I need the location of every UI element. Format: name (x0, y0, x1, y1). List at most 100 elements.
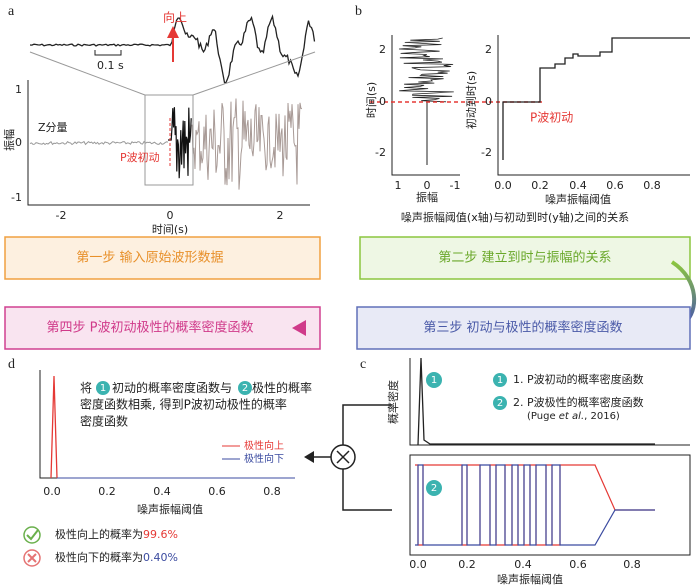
badge (238, 381, 252, 395)
badge-text: 1 (100, 383, 106, 394)
x-tick: 1 (395, 179, 402, 192)
y-tick: 2 (379, 43, 386, 56)
y-tick: 0 (485, 95, 492, 108)
group (398, 37, 454, 103)
polarity-up (415, 464, 655, 546)
y-label: 时间(s) (365, 82, 378, 118)
step-box (356, 306, 691, 350)
badge (96, 381, 110, 395)
y-tick: -2 (481, 146, 492, 159)
trace-zoom (168, 107, 192, 179)
cross-icon (23, 549, 41, 567)
group (29, 98, 303, 190)
x-tick: 0.8 (643, 179, 661, 192)
legend-text: 2. P波极性的概率密度函数 (513, 395, 644, 409)
arrow-head (292, 320, 306, 336)
y-tick: 1 (15, 83, 22, 96)
group (415, 464, 655, 546)
y-tick: 0 (15, 136, 22, 149)
scale-label: 0.1 s (97, 59, 124, 72)
x-tick: 0.2 (98, 485, 116, 498)
badge (493, 373, 507, 387)
step-text: 第二步 建立到时与振幅的关系 (438, 250, 611, 266)
axes (409, 454, 691, 556)
group: 0.0 0.2 0.4 0.6 0.8 (43, 485, 281, 498)
badge (426, 372, 442, 388)
badge (426, 480, 442, 496)
legend-text: 1. P波初动的概率密度函数 (513, 372, 644, 386)
badge-text: 2 (497, 398, 503, 409)
badge-text: 1 (497, 375, 503, 386)
trace (29, 14, 316, 84)
badge-text: 2 (242, 383, 248, 394)
y-tick: 2 (485, 43, 492, 56)
axes (27, 80, 310, 206)
up-label: 向上 (163, 10, 187, 25)
x-tick: 0.6 (606, 179, 624, 192)
y-label: 振幅 (2, 129, 16, 151)
text-part: 极性向下的概率为 (55, 550, 143, 564)
x-label: 噪声振幅阈值 (137, 502, 203, 516)
x-label: 噪声振幅阈值 (545, 192, 611, 206)
step-text: 第三步 初动与极性的概率密度函数 (423, 320, 622, 336)
x-tick: 2 (277, 209, 284, 222)
panel-label: c (360, 357, 366, 372)
trace-noise (29, 140, 169, 146)
text-part: 将 (80, 381, 92, 395)
note: 将 初动的概率密度函数与 极性的概率 (80, 380, 312, 395)
badge-text: 1 (431, 375, 437, 386)
step-box (359, 236, 691, 280)
x-tick: 0.6 (208, 485, 226, 498)
x-label: 时间(s) (152, 223, 188, 236)
component-label: Z分量 (38, 121, 68, 134)
badge-text: 2 (431, 483, 437, 494)
step-box (4, 306, 321, 350)
x-tick: -1 (450, 179, 461, 192)
y-tick: 0 (379, 95, 386, 108)
zoom-line (29, 51, 146, 96)
x-tick: 0.4 (153, 485, 171, 498)
connector (342, 404, 392, 511)
text-part: et al. (559, 411, 584, 422)
y-tick: -1 (11, 191, 22, 204)
x-tick: 0.0 (43, 485, 61, 498)
legend-text: 极性向上 (244, 439, 284, 452)
y-label: 初动到时(s) (464, 71, 478, 129)
pick-label: P波初动 (120, 150, 160, 164)
x-tick: -2 (56, 209, 67, 222)
x-tick: 0 (167, 209, 174, 222)
x-tick: 0.8 (263, 485, 281, 498)
citation: (Puge et al., 2016) (527, 411, 620, 422)
check-icon (26, 529, 39, 541)
x-tick: 0.0 (409, 558, 427, 571)
text-part: (Puge (527, 411, 559, 422)
x-label: 振幅 (416, 190, 438, 204)
x-tick: 0 (424, 179, 431, 192)
pdf-curve (417, 357, 655, 446)
x-tick: 0.4 (569, 179, 587, 192)
y-tick: -2 (375, 146, 386, 159)
text-part: 0.40% (143, 551, 178, 564)
panel-label: a (8, 4, 15, 19)
pick-label: P波初动 (530, 111, 573, 125)
trace-coda (191, 98, 303, 190)
text-part: 极性的概率 (252, 380, 312, 395)
check-icon (23, 526, 41, 544)
text-part: , 2016) (584, 411, 620, 422)
group: 0.0 0.2 0.4 0.6 0.8 (409, 558, 641, 571)
text-part: 99.6% (143, 528, 178, 541)
x-tick: 0.2 (531, 179, 549, 192)
zoom-line (192, 51, 316, 96)
note: 密度函数 (80, 414, 128, 429)
pdf-spike (50, 375, 58, 479)
scale-bar (94, 50, 122, 56)
group: 0.0 0.2 0.4 0.6 0.8 (494, 179, 661, 192)
axes (391, 35, 460, 176)
trace (398, 37, 454, 103)
result: 极性向下的概率为0.40% (55, 550, 178, 564)
x-tick: 0.0 (494, 179, 512, 192)
x-label: 噪声振幅阈值 (497, 572, 563, 586)
x-tick: 0.4 (514, 558, 532, 571)
group (29, 14, 316, 84)
badge (493, 396, 507, 410)
